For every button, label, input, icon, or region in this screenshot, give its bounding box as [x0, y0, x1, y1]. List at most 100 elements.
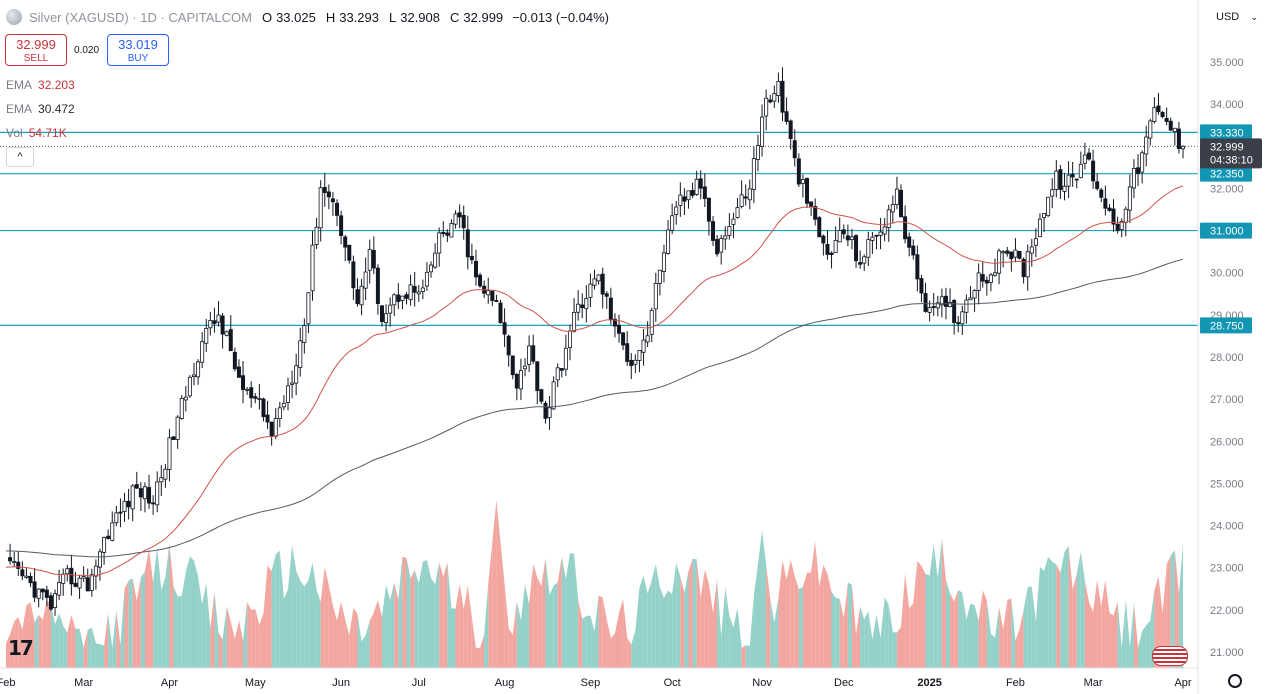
- volume-bar: [901, 573, 906, 668]
- volume-bar: [749, 594, 754, 668]
- volume-bar: [557, 556, 562, 668]
- candle-body: [420, 287, 425, 292]
- volume-bar: [569, 553, 575, 668]
- volume-bar: [770, 599, 775, 668]
- candle-body: [899, 189, 904, 218]
- volume-bar: [909, 603, 914, 668]
- candle-body: [1021, 258, 1026, 278]
- volume-bar: [729, 615, 734, 668]
- volume-bar: [1023, 587, 1028, 668]
- candle-body: [780, 80, 785, 113]
- volume-bar: [108, 613, 113, 668]
- candle-body: [1062, 185, 1067, 192]
- ema-fast-legend[interactable]: EMA 32.203: [6, 78, 75, 92]
- ema-slow-legend[interactable]: EMA 30.472: [6, 102, 75, 116]
- volume-bar: [668, 590, 673, 668]
- volume-bar: [34, 614, 39, 668]
- candle-body: [1005, 250, 1010, 254]
- candle-body: [114, 512, 119, 524]
- volume-bar: [373, 600, 378, 668]
- candle-body: [592, 278, 597, 286]
- volume-bar: [492, 500, 497, 668]
- volume-bar: [398, 556, 403, 668]
- volume-bar: [1166, 555, 1171, 668]
- volume-bar: [463, 585, 468, 668]
- volume-bar: [435, 562, 440, 668]
- volume-bar: [149, 548, 154, 668]
- volume-bar: [888, 604, 893, 668]
- candle-body: [543, 402, 548, 419]
- candle-body: [351, 261, 356, 289]
- candle-body: [343, 236, 348, 248]
- volume-bar: [807, 572, 812, 668]
- candle-body: [956, 322, 961, 325]
- candle-body: [633, 359, 638, 365]
- candle-body: [747, 188, 752, 201]
- volume-bar: [598, 595, 603, 668]
- volume-bar: [737, 607, 742, 668]
- volume-bar: [757, 530, 763, 668]
- volume-bar: [283, 589, 288, 668]
- candle-body: [318, 187, 323, 229]
- candle-body: [142, 486, 147, 500]
- candle-body: [731, 218, 736, 225]
- price-tick-label: 25.000: [1210, 478, 1244, 490]
- candle-body: [600, 273, 605, 295]
- volume-legend[interactable]: Vol 54.71K: [6, 126, 67, 140]
- volume-bar: [831, 591, 836, 668]
- candle-body: [1033, 238, 1038, 246]
- sell-button[interactable]: 32.999 SELL: [5, 34, 67, 66]
- volume-bar: [766, 564, 771, 668]
- collapse-legend-button[interactable]: ^: [6, 147, 34, 167]
- candle-body: [911, 245, 916, 256]
- candle-body: [993, 272, 998, 276]
- buy-button[interactable]: 33.019 BUY: [107, 34, 169, 66]
- candle-body: [813, 206, 818, 220]
- volume-bar: [279, 550, 284, 668]
- volume-bar: [304, 580, 309, 668]
- candle-body: [1103, 198, 1108, 209]
- high-value: 33.293: [339, 9, 379, 25]
- volume-bar: [520, 584, 526, 668]
- candle-body: [833, 240, 838, 253]
- buy-price: 33.019: [118, 37, 158, 52]
- candle-body: [743, 196, 748, 199]
- candle-body: [641, 339, 646, 353]
- volume-bar: [10, 621, 15, 668]
- symbol-title[interactable]: Silver (XAGUSD) · 1D · CAPITALCOM: [29, 9, 252, 25]
- volume-bar: [896, 626, 902, 668]
- candle-body: [44, 589, 49, 598]
- currency-select[interactable]: USD ⌄: [1210, 6, 1264, 28]
- candle-body: [661, 252, 666, 272]
- level-label-bg: [1200, 222, 1252, 239]
- time-tick-label: Mar: [74, 677, 93, 689]
- price-tick-label: 34.000: [1210, 99, 1244, 111]
- candle-body: [894, 188, 899, 206]
- candle-body: [890, 204, 895, 213]
- volume-bar: [512, 601, 517, 668]
- tradingview-logo-icon[interactable]: 17: [8, 636, 34, 660]
- candle-body: [943, 295, 948, 307]
- time-tick-label: Oct: [664, 677, 681, 689]
- candle-body: [273, 418, 278, 437]
- candle-body: [907, 236, 912, 248]
- gear-icon[interactable]: [1228, 674, 1242, 688]
- volume-bar: [541, 558, 546, 668]
- volume-bar: [50, 604, 56, 668]
- candle-body: [1078, 163, 1083, 178]
- candle-body: [1091, 160, 1096, 182]
- us-flag-icon[interactable]: [1152, 646, 1188, 666]
- volume-bar: [549, 585, 554, 668]
- volume-bar: [447, 562, 452, 668]
- volume-bar: [124, 580, 129, 668]
- candle-body: [997, 250, 1002, 274]
- candle-body: [588, 283, 593, 298]
- candle-body: [224, 331, 229, 336]
- sell-price: 32.999: [16, 37, 56, 52]
- volume-bar: [390, 582, 395, 668]
- candle-body: [792, 140, 797, 159]
- volume-bar: [847, 582, 852, 668]
- candle-body: [1037, 218, 1042, 238]
- candle-body: [294, 365, 299, 384]
